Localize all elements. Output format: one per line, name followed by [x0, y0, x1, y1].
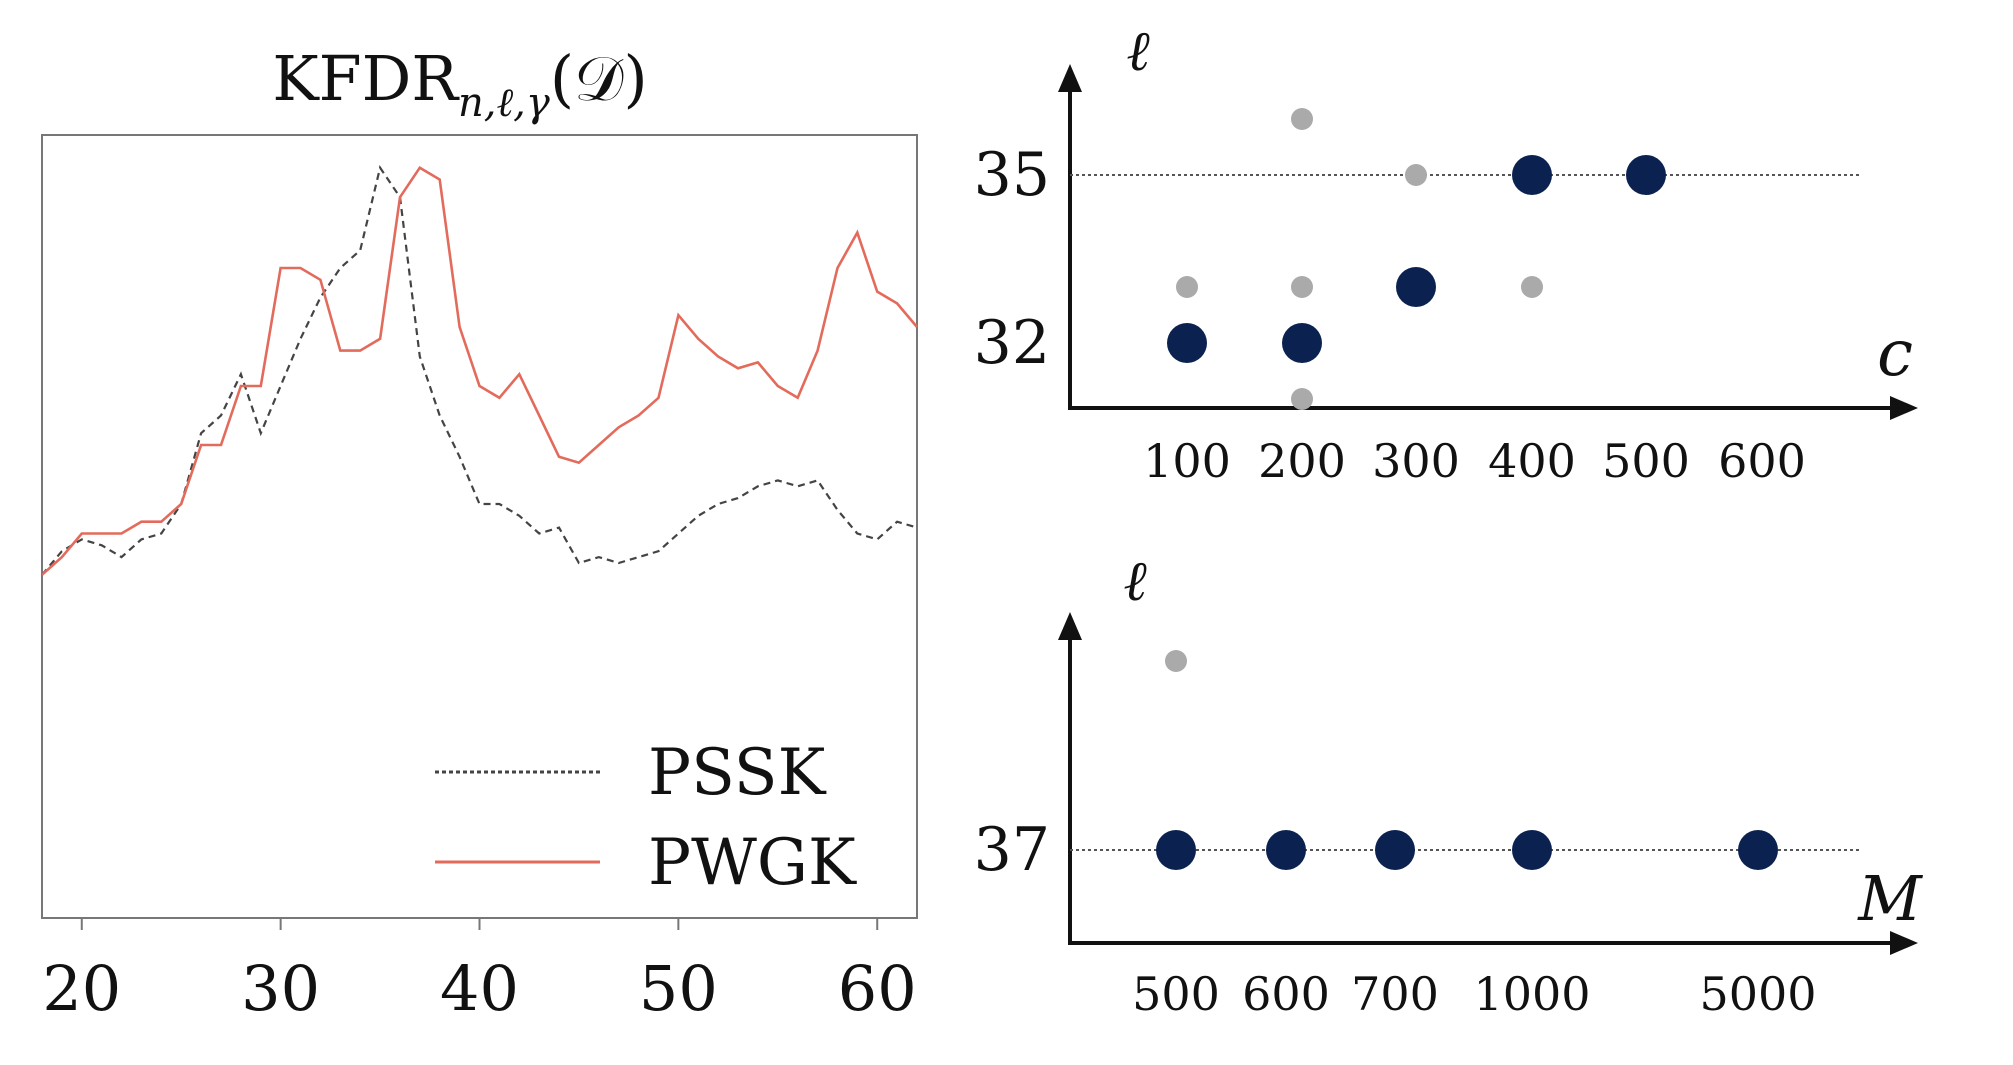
optimal-point: [1512, 155, 1552, 195]
candidate-point: [1405, 164, 1427, 186]
optimal-point: [1266, 830, 1306, 870]
x-tick-label: 500: [1132, 967, 1220, 1021]
y-tick-label: 32: [974, 308, 1050, 378]
x-tick-label: 600: [1718, 434, 1806, 488]
title-arg: (𝒟): [550, 42, 648, 115]
y-ticks: 37: [974, 815, 1050, 885]
optimal-point: [1156, 830, 1196, 870]
x-tick-label: 500: [1602, 434, 1690, 488]
x-axis-label: M: [1857, 862, 1923, 935]
x-tick-label: 1000: [1473, 967, 1590, 1021]
legend-label-pwgk: PWGK: [648, 826, 857, 900]
x-tick-label: 5000: [1699, 967, 1816, 1021]
y-axis-label: ℓ: [1126, 19, 1150, 84]
candidate-point: [1291, 388, 1313, 410]
x-tick-label: 200: [1258, 434, 1346, 488]
y-tick-label: 37: [974, 815, 1050, 885]
series-line-pwgk: [41, 165, 918, 576]
candidate-point: [1521, 276, 1543, 298]
optimal-point: [1167, 323, 1207, 363]
candidate-point: [1165, 650, 1187, 672]
y-axis-label: ℓ: [1123, 549, 1147, 614]
x-axis-arrow: [1890, 396, 1918, 420]
x-tick-label: 700: [1351, 967, 1439, 1021]
x-tick-label: 30: [241, 952, 320, 1025]
x-tick-label: 300: [1372, 434, 1460, 488]
x-ticks: 500 600 700 1000 5000: [1132, 967, 1816, 1021]
chart-title: KFDRn,ℓ,γ(𝒟): [272, 42, 647, 126]
optimal-point: [1512, 830, 1552, 870]
series-line-pssk: [41, 165, 918, 576]
kfdr-line-chart: KFDRn,ℓ,γ(𝒟) 20 30 40 50 60 PSSK PWGK: [41, 42, 918, 1025]
title-subscript: n,ℓ,γ: [458, 80, 550, 126]
x-ticks: 20 30 40 50 60: [42, 918, 917, 1025]
candidate-point: [1291, 108, 1313, 130]
optimal-point: [1282, 323, 1322, 363]
title-base: KFDR: [272, 42, 460, 115]
m-vs-l-scatter: ℓ M 37 500 600 700 1000 5000: [974, 549, 1924, 1021]
points: [1156, 650, 1778, 870]
series-lines: [41, 165, 918, 576]
y-ticks: 35 32: [974, 140, 1050, 378]
y-axis-arrow: [1058, 612, 1082, 640]
x-tick-label: 100: [1143, 434, 1231, 488]
c-vs-l-scatter: ℓ c 35 32 100 200 300 400 500 600: [974, 19, 1918, 488]
x-tick-label: 400: [1488, 434, 1576, 488]
x-tick-label: 40: [440, 952, 519, 1025]
y-axis-arrow: [1058, 64, 1082, 92]
candidate-point: [1291, 276, 1313, 298]
x-axis-label: c: [1877, 317, 1913, 391]
x-tick-label: 60: [838, 952, 917, 1025]
x-tick-label: 50: [639, 952, 718, 1025]
optimal-point: [1626, 155, 1666, 195]
x-axis-arrow: [1890, 931, 1918, 955]
x-tick-label: 20: [42, 952, 121, 1025]
optimal-point: [1738, 830, 1778, 870]
y-tick-label: 35: [974, 140, 1050, 210]
candidate-point: [1176, 276, 1198, 298]
x-tick-label: 600: [1242, 967, 1330, 1021]
x-ticks: 100 200 300 400 500 600: [1143, 434, 1806, 488]
legend-label-pssk: PSSK: [648, 736, 827, 810]
legend: PSSK PWGK: [435, 736, 857, 900]
optimal-point: [1396, 267, 1436, 307]
optimal-point: [1375, 830, 1415, 870]
points: [1167, 108, 1666, 410]
